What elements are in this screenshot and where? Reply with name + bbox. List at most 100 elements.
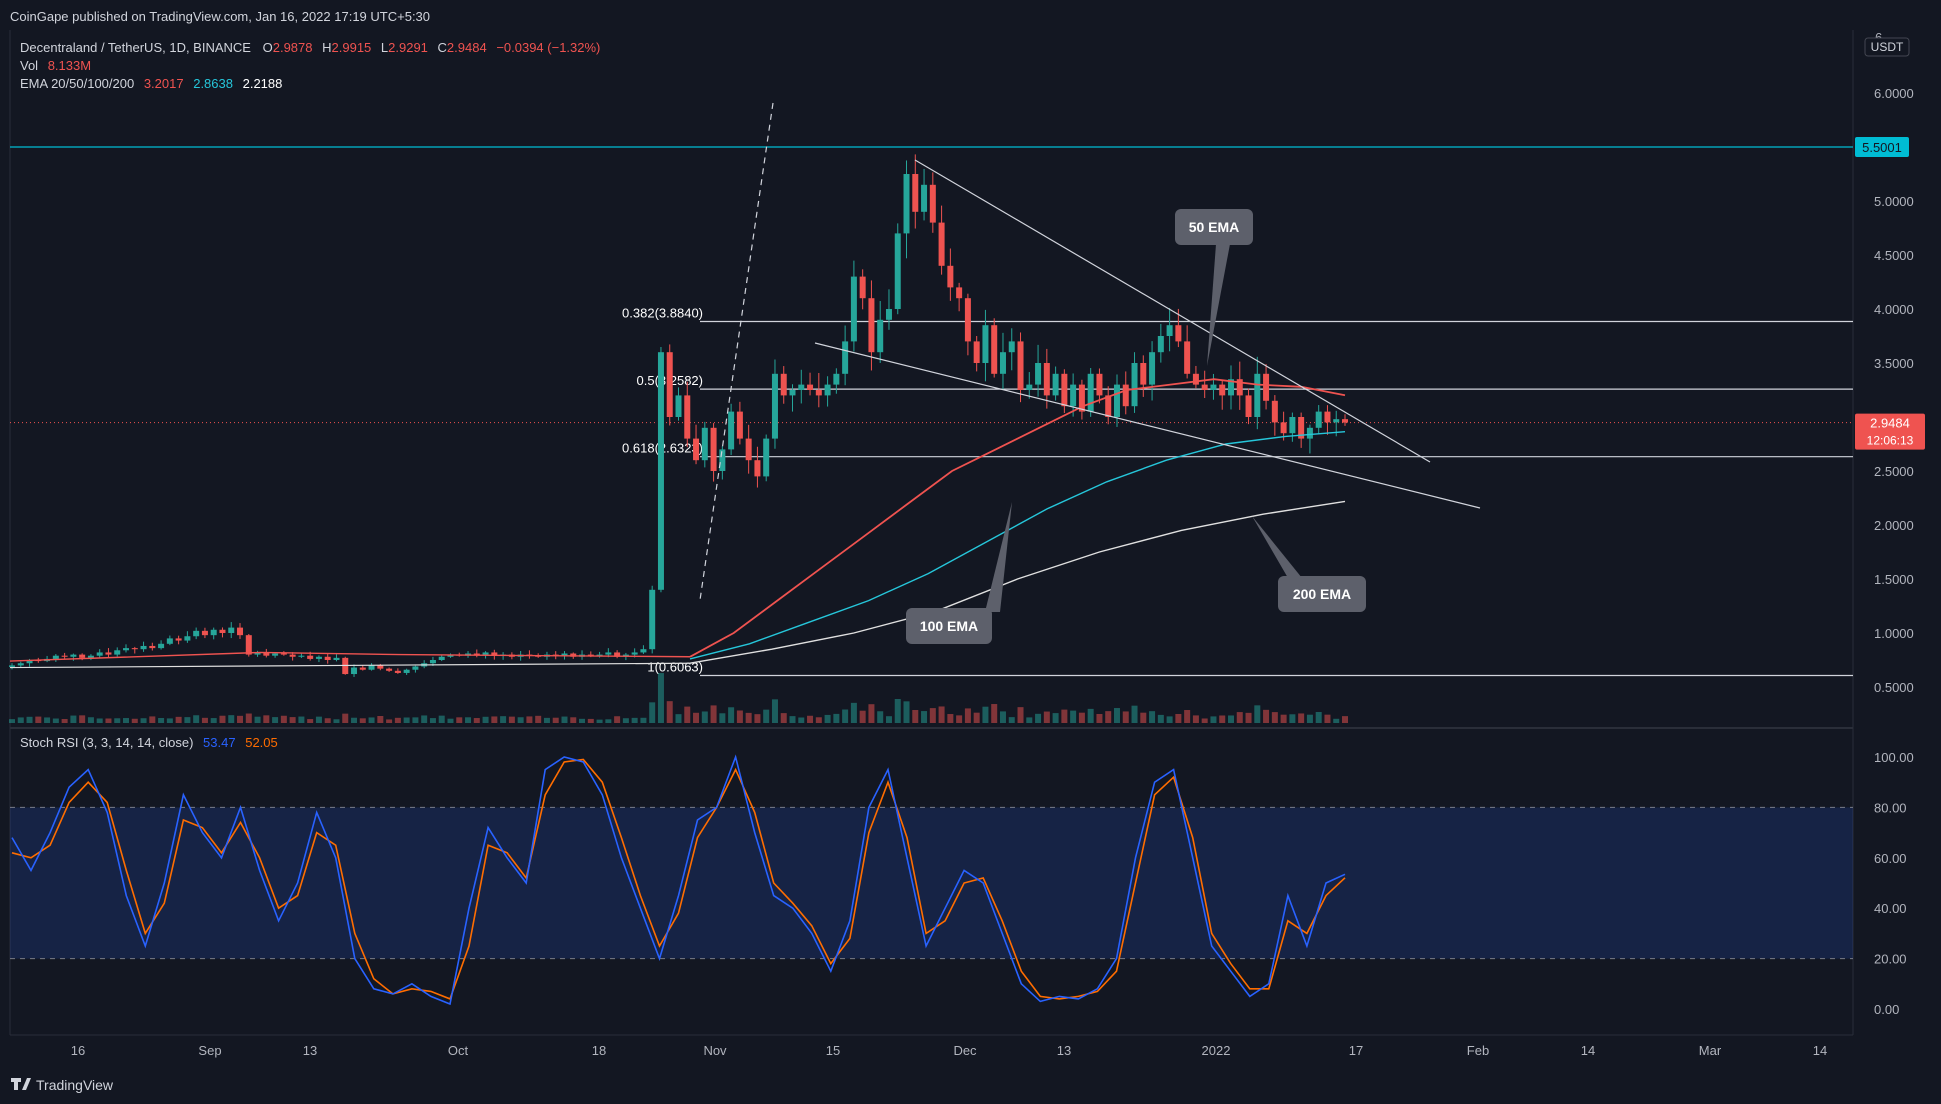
candle-body[interactable] [605,652,612,655]
candle-body[interactable] [333,657,340,660]
time-axis[interactable]: 16 Sep 13 Oct 18 Nov 15 Dec 13 2022 17 Feb 14 Mar 14 [71,1043,1827,1058]
candle-body[interactable] [79,654,86,658]
candle-body[interactable] [1219,384,1226,396]
candle-body[interactable] [1263,373,1270,401]
candle-body[interactable] [719,449,726,471]
candle-body[interactable] [921,184,928,212]
candle-body[interactable] [26,660,33,664]
candle-body[interactable] [429,660,436,664]
candle-body[interactable] [96,652,103,656]
candle-body[interactable] [807,384,814,390]
candle-body[interactable] [1245,395,1252,417]
candle-body[interactable] [298,655,305,657]
candle-body[interactable] [272,653,279,656]
candle-body[interactable] [649,589,656,650]
candle-body[interactable] [52,655,59,659]
ema-50-line[interactable] [689,378,1346,658]
candle-body[interactable] [245,635,252,655]
candle-body[interactable] [1087,373,1094,412]
candle-body[interactable] [412,666,419,670]
candle-body[interactable] [1113,384,1120,417]
candle-body[interactable] [70,654,77,657]
candle-body[interactable] [938,222,945,266]
candle-body[interactable] [263,652,270,656]
candle-body[interactable] [237,627,244,636]
candle-body[interactable] [859,276,866,299]
candle-body[interactable] [798,384,805,390]
candle-body[interactable] [1166,325,1173,336]
candle-body[interactable] [1298,417,1305,439]
candle-body[interactable] [1078,384,1085,412]
candle-body[interactable] [1236,379,1243,396]
lower-trendline[interactable] [814,342,1481,509]
candle-body[interactable] [885,309,892,320]
stoch-rsi-pane[interactable]: Stoch RSI (3, 3, 14, 14, close) 53.47 52… [10,735,1914,1017]
candle-body[interactable] [587,654,594,656]
candle-body[interactable] [17,663,24,666]
candle-body[interactable] [991,325,998,374]
candle-body[interactable] [1192,373,1199,385]
candle-body[interactable] [307,655,314,659]
candle-body[interactable] [1157,336,1164,353]
candle-body[interactable] [833,373,840,385]
candle-body[interactable] [1333,419,1340,423]
candle-body[interactable] [1280,422,1287,434]
candle-body[interactable] [210,629,217,636]
candle-body[interactable] [491,652,498,656]
stoch-k-line[interactable] [11,754,1346,1006]
stoch-scale[interactable]: 100.00 80.00 60.00 40.00 20.00 0.00 [1874,750,1914,1017]
candle-body[interactable] [745,438,752,461]
candle-body[interactable] [482,652,489,655]
candle-body[interactable] [842,341,849,374]
candle-body[interactable] [1052,373,1059,396]
candle-body[interactable] [684,395,691,439]
candle-body[interactable] [728,411,735,450]
ema-200-line[interactable] [689,500,1346,664]
candle-body[interactable] [368,665,375,670]
candle-body[interactable] [123,648,130,651]
candle-body[interactable] [87,655,94,658]
candle-body[interactable] [780,373,787,396]
candle-body[interactable] [1149,352,1156,385]
candle-body[interactable] [175,638,182,641]
candle-body[interactable] [1184,341,1191,374]
candle-body[interactable] [1131,363,1138,407]
candle-body[interactable] [289,654,296,657]
candle-body[interactable] [1070,384,1077,407]
candle-body[interactable] [1324,411,1331,423]
candle-body[interactable] [1175,325,1182,342]
candle-body[interactable] [771,373,778,439]
candle-body[interactable] [1043,363,1050,396]
candle-body[interactable] [736,411,743,439]
candle-body[interactable] [359,667,366,670]
candle-body[interactable] [140,645,147,650]
candle-body[interactable] [877,319,884,353]
candle-body[interactable] [999,352,1006,374]
candle-body[interactable] [850,276,857,342]
candle-body[interactable] [815,390,822,396]
candle-body[interactable] [1140,363,1147,385]
currency-badge[interactable] [1864,37,1910,57]
candle-body[interactable] [710,427,717,471]
candle-body[interactable] [386,668,393,671]
candle-body[interactable] [9,665,15,667]
candle-body[interactable] [1061,373,1068,407]
candle-body[interactable] [693,438,700,461]
candle-body[interactable] [1008,341,1015,353]
candle-body[interactable] [403,669,410,673]
candle-body[interactable] [324,656,331,660]
candle-body[interactable] [219,629,226,633]
candle-body[interactable] [201,630,208,636]
candle-body[interactable] [701,427,708,461]
candle-body[interactable] [973,341,980,363]
ema-100-line[interactable] [689,431,1346,660]
candle-body[interactable] [351,667,358,675]
candle-body[interactable] [105,652,112,655]
candle-body[interactable] [438,656,445,660]
candle-body[interactable] [254,652,261,655]
fib-retracement[interactable]: 0.382(3.8840)0.5(3.2582)0.618(2.6323)1(0… [622,306,1853,677]
candle-body[interactable] [377,665,384,669]
candle-body[interactable] [193,630,200,637]
candle-body[interactable] [903,174,910,234]
ema50-callout[interactable]: 50 EMA [1175,209,1253,366]
